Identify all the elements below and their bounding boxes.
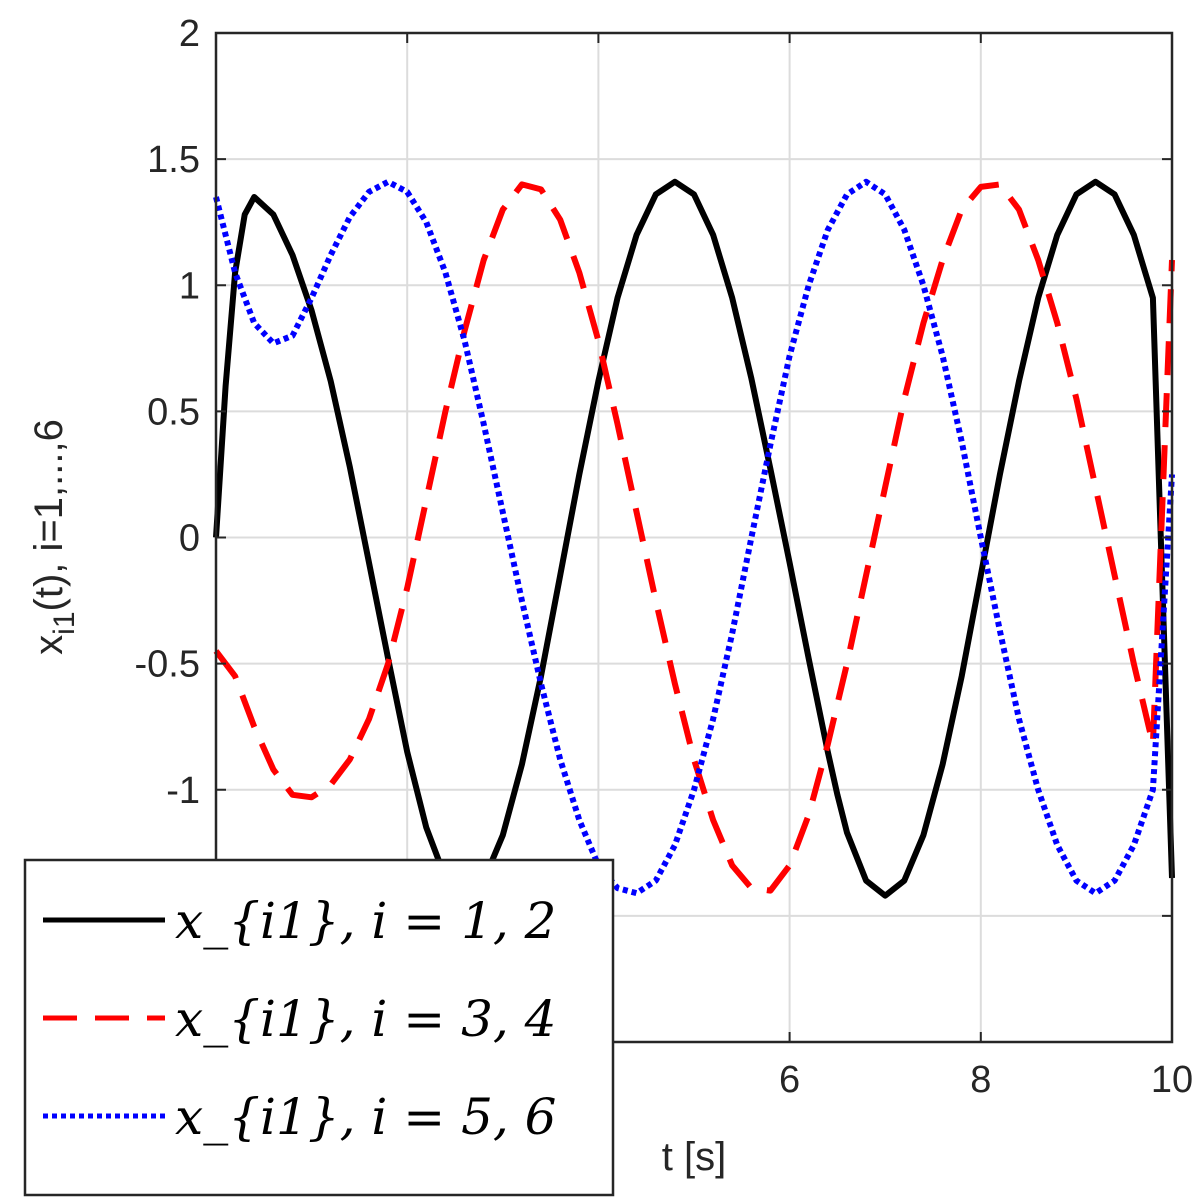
legend-label-1: x_{i1}, i = 1, 2: [175, 892, 557, 950]
y-tick-label: 0: [179, 518, 200, 560]
y-tick-label: 2: [179, 13, 200, 55]
axes: [214, 31, 1174, 1044]
y-tick-label: -1: [166, 770, 200, 812]
x-tick-label: 10: [1151, 1059, 1193, 1101]
x-tick-label: 8: [970, 1059, 991, 1101]
legend: x_{i1}, i = 1, 2 x_{i1}, i = 3, 4 x_{i1}, …: [23, 858, 615, 1197]
x-axis-label: t [s]: [662, 1135, 726, 1179]
series-lines: [213, 178, 1175, 899]
svg-text:xi1(t), i=1,...,6: xi1(t), i=1,...,6: [27, 419, 81, 655]
y-tick-label: 1: [179, 265, 200, 307]
legend-label-3: x_{i1}, i = 5, 6: [175, 1088, 557, 1146]
y-axis-label: xi1(t), i=1,...,6: [27, 419, 81, 655]
series-line-2: [213, 181, 1175, 894]
y-axis-label-pre: x: [27, 635, 71, 655]
y-axis-label-sub: i1: [48, 611, 81, 634]
x-tick-label: 6: [779, 1059, 800, 1101]
plot-frame: [214, 31, 1174, 1044]
y-tick-label: 1.5: [147, 139, 200, 181]
legend-box: [23, 858, 615, 1197]
series-line-3: [213, 178, 1175, 897]
axis-labels: t [s] xi1(t), i=1,...,6: [27, 419, 726, 1179]
y-tick-label: -0.5: [135, 644, 200, 686]
y-tick-label: 0.5: [147, 391, 200, 433]
legend-label-2: x_{i1}, i = 3, 4: [175, 990, 557, 1048]
y-axis-label-post: (t), i=1,...,6: [27, 419, 71, 611]
series-line-1: [213, 178, 1175, 899]
